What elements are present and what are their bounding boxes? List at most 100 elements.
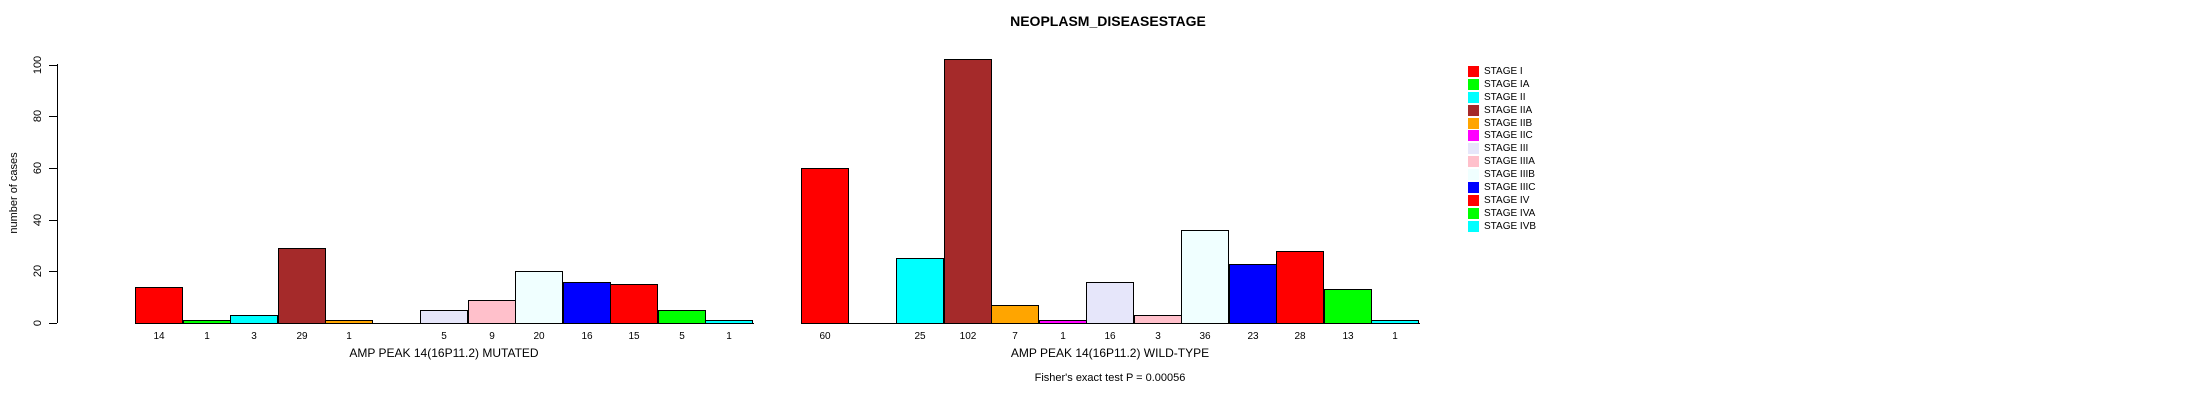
bar <box>563 282 611 324</box>
bar-value-label: 5 <box>679 331 685 342</box>
y-axis-title: number of cases <box>8 152 20 234</box>
legend-swatch <box>1468 169 1479 181</box>
bar <box>1229 264 1277 324</box>
bar <box>1039 320 1087 324</box>
legend-swatch <box>1468 78 1479 90</box>
legend-item: STAGE IA <box>1468 78 1536 91</box>
legend-label: STAGE IIB <box>1484 117 1533 129</box>
bar-value-label: 16 <box>1104 331 1116 342</box>
legend-label: STAGE IIA <box>1484 104 1533 116</box>
bar <box>1371 320 1419 324</box>
legend: STAGE I STAGE IA STAGE II STAGE IIA STAGE II… <box>1468 65 1536 233</box>
legend-label: STAGE IV <box>1484 194 1530 206</box>
bar-value-label: 1 <box>204 331 210 342</box>
legend-swatch <box>1468 117 1479 129</box>
legend-swatch <box>1468 104 1479 116</box>
legend-label: STAGE II <box>1484 91 1526 103</box>
fisher-test-footnote: Fisher's exact test P = 0.00056 <box>1034 372 1186 384</box>
legend-item: STAGE II <box>1468 91 1536 104</box>
legend-item: STAGE IVB <box>1468 220 1536 233</box>
y-tick <box>49 323 57 324</box>
legend-swatch <box>1468 130 1479 142</box>
bar <box>1324 289 1372 324</box>
bar-value-label: 60 <box>819 331 831 342</box>
legend-swatch <box>1468 91 1479 103</box>
y-tick <box>49 116 57 117</box>
legend-label: STAGE IVB <box>1484 220 1537 232</box>
bar-group-mutated: 14 1 3 29 1 5 9 20 16 15 5 1 <box>135 0 754 400</box>
y-tick-label: 40 <box>32 213 44 227</box>
y-tick-label: 60 <box>32 161 44 175</box>
legend-item: STAGE IV <box>1468 194 1536 207</box>
legend-swatch <box>1468 143 1479 155</box>
bar <box>1276 251 1324 324</box>
bar-value-label: 14 <box>153 331 165 342</box>
y-tick <box>49 65 57 66</box>
bar-value-label: 29 <box>296 331 308 342</box>
bar <box>801 168 849 324</box>
y-tick-label: 80 <box>32 109 44 123</box>
bar-value-label: 13 <box>1342 331 1354 342</box>
bar <box>991 305 1039 324</box>
legend-item: STAGE IVA <box>1468 207 1536 220</box>
bar <box>183 320 231 324</box>
bar-value-label: 9 <box>489 331 495 342</box>
bar-value-label: 23 <box>1247 331 1259 342</box>
x-axis-label-mutated: AMP PEAK 14(16P11.2) MUTATED <box>349 346 539 360</box>
bar <box>230 315 278 324</box>
legend-swatch <box>1468 181 1479 193</box>
y-tick-label: 0 <box>32 319 44 327</box>
legend-label: STAGE IA <box>1484 78 1530 90</box>
legend-label: STAGE IIC <box>1484 130 1533 142</box>
legend-swatch <box>1468 156 1479 168</box>
bar-value-label: 25 <box>914 331 926 342</box>
legend-item: STAGE IIA <box>1468 104 1536 117</box>
bar <box>658 310 706 324</box>
y-tick <box>49 168 57 169</box>
y-axis-line <box>57 64 58 323</box>
bar-value-label: 1 <box>1060 331 1066 342</box>
bar <box>1086 282 1134 324</box>
legend-item: STAGE III <box>1468 142 1536 155</box>
bar-value-label: 3 <box>251 331 257 342</box>
bar-value-label: 1 <box>726 331 732 342</box>
legend-item: STAGE IIIC <box>1468 181 1536 194</box>
bar <box>610 284 658 324</box>
legend-item: STAGE IIC <box>1468 129 1536 142</box>
bar <box>325 320 373 324</box>
bar <box>468 300 516 324</box>
bar <box>1134 315 1182 324</box>
legend-item: STAGE IIIA <box>1468 155 1536 168</box>
bar-value-label: 28 <box>1294 331 1306 342</box>
y-tick-label: 20 <box>32 264 44 278</box>
legend-label: STAGE IIIC <box>1484 181 1536 193</box>
bar-group-wild-type: 60 25 102 7 1 16 3 36 23 28 13 1 <box>801 0 1420 400</box>
bar-value-label: 1 <box>346 331 352 342</box>
x-axis-label-wild-type: AMP PEAK 14(16P11.2) WILD-TYPE <box>1010 346 1210 360</box>
legend-label: STAGE I <box>1484 65 1523 77</box>
bar-value-label: 16 <box>581 331 593 342</box>
legend-label: STAGE IIIB <box>1484 169 1535 181</box>
bar-value-label: 1 <box>1392 331 1398 342</box>
legend-label: STAGE IIIA <box>1484 156 1535 168</box>
bar <box>1181 230 1229 324</box>
legend-label: STAGE IVA <box>1484 207 1536 219</box>
legend-swatch <box>1468 207 1479 219</box>
chart-title: NEOPLASM_DISEASESTAGE <box>1010 13 1206 29</box>
bar <box>705 320 753 324</box>
legend-swatch <box>1468 65 1479 77</box>
bar <box>896 258 944 324</box>
bar-value-label: 102 <box>959 331 977 342</box>
legend-label: STAGE III <box>1484 143 1529 155</box>
legend-swatch <box>1468 194 1479 206</box>
legend-swatch <box>1468 220 1479 232</box>
bar <box>515 271 563 324</box>
bar-value-label: 5 <box>441 331 447 342</box>
bar-value-label: 15 <box>628 331 640 342</box>
bar <box>135 287 183 324</box>
y-tick-label: 100 <box>32 55 44 75</box>
bar <box>944 59 992 324</box>
y-tick <box>49 220 57 221</box>
y-tick <box>49 271 57 272</box>
